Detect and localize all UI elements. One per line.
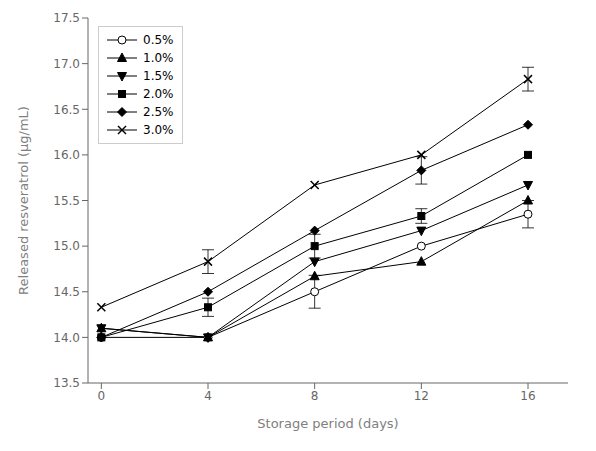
html-text:2.0%: 2.0% <box>143 87 174 101</box>
html-text:1.0%: 1.0% <box>143 51 174 65</box>
html-text:3.0%: 3.0% <box>143 123 174 137</box>
html-text:0.5%: 0.5% <box>143 33 174 47</box>
svg-text:17.5: 17.5 <box>53 11 80 25</box>
html-text:2.5%: 2.5% <box>143 105 174 119</box>
svg-text:Released resveratrol (μg/mL): Released resveratrol (μg/mL) <box>16 106 31 295</box>
svg-text:Storage period (days): Storage period (days) <box>257 416 398 431</box>
svg-text:0: 0 <box>98 389 106 403</box>
svg-text:12: 12 <box>414 389 429 403</box>
svg-text:13.5: 13.5 <box>53 376 80 390</box>
svg-text:17.0: 17.0 <box>53 57 80 71</box>
svg-text:14.0: 14.0 <box>53 331 80 345</box>
svg-text:14.5: 14.5 <box>53 285 80 299</box>
svg-text:8: 8 <box>311 389 319 403</box>
svg-text:16.0: 16.0 <box>53 148 80 162</box>
html-text:1.5%: 1.5% <box>143 69 174 83</box>
svg-text:15.5: 15.5 <box>53 194 80 208</box>
svg-text:4: 4 <box>204 389 212 403</box>
svg-text:16: 16 <box>520 389 535 403</box>
svg-text:16.5: 16.5 <box>53 103 80 117</box>
svg-text:15.0: 15.0 <box>53 239 80 253</box>
